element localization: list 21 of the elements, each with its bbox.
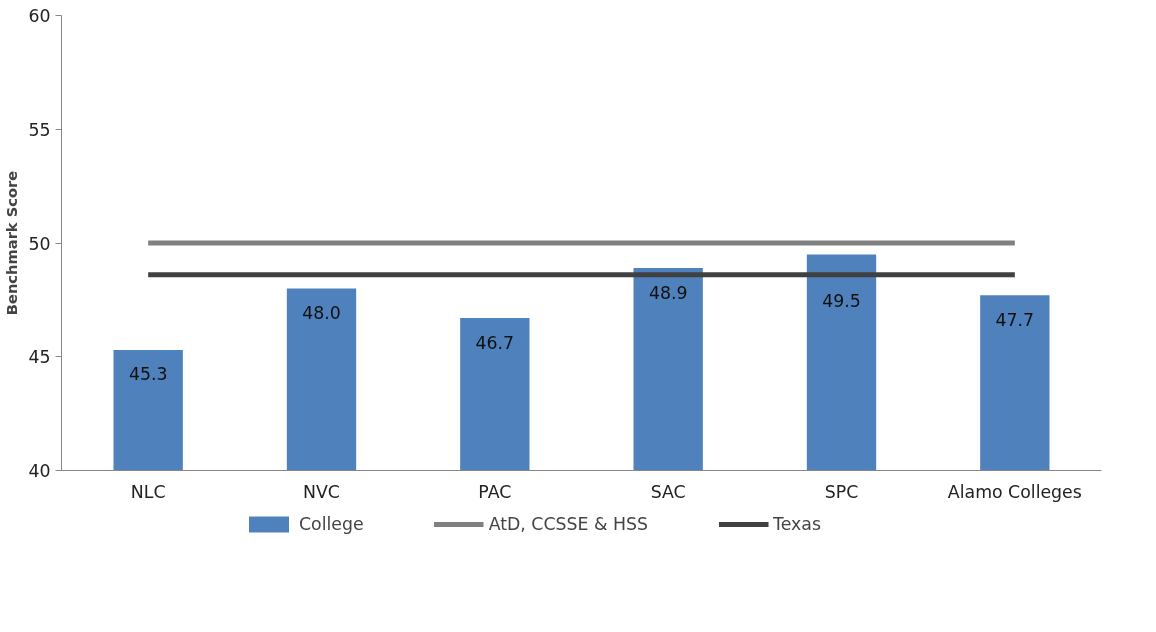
y-tick-label: 50 (28, 233, 51, 254)
data-label: 47.7 (995, 309, 1035, 330)
data-label: 48.9 (648, 282, 688, 303)
x-tick-label: SPC (824, 481, 859, 502)
x-tick-label: NVC (303, 481, 340, 502)
y-tick-label: 40 (28, 461, 51, 481)
x-tick-label: Alamo Colleges (947, 481, 1082, 502)
data-label: 46.7 (475, 332, 515, 353)
y-tick-label: 55 (28, 119, 51, 140)
y-tick-label: 45 (28, 347, 51, 368)
y-axis-title: Benchmark Score (3, 170, 21, 316)
x-tick-label: PAC (478, 481, 512, 502)
legend-label: AtD, CCSSE & HSS (488, 514, 649, 534)
data-label: 49.5 (822, 291, 861, 312)
x-tick-label: SAC (650, 481, 686, 502)
data-label: 48.0 (302, 303, 341, 323)
y-tick-label: 60 (28, 6, 51, 26)
x-tick-label: NLC (130, 481, 166, 502)
legend-label: Texas (773, 514, 821, 534)
legend-label: College (299, 514, 364, 534)
data-label: 45.3 (128, 364, 168, 385)
